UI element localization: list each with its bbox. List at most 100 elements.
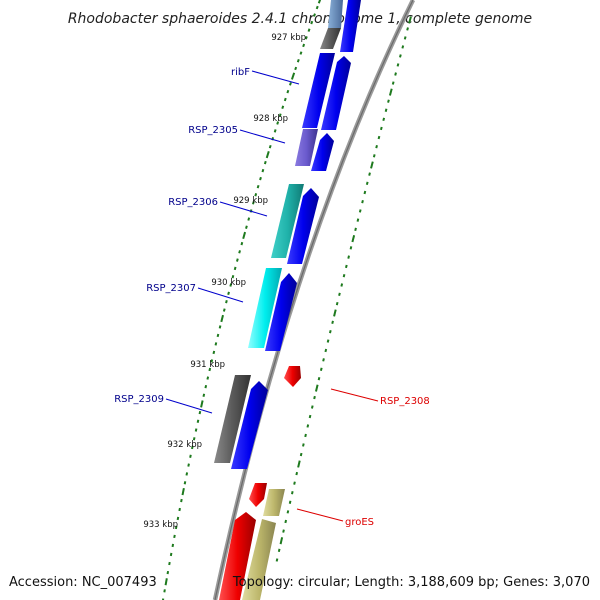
ruler-tick: [283, 97, 287, 102]
ruler-tick: [202, 393, 206, 397]
ruler-tick: [308, 414, 312, 419]
kbp-label-929: 929 kbp: [233, 196, 268, 206]
ruler-tick: [225, 300, 228, 304]
ruler-tick: [290, 72, 296, 80]
ruler-tick: [377, 135, 381, 140]
cds-arrow-RSP_2306: [287, 188, 319, 264]
callout-line-RSP_2308: [330, 388, 379, 402]
ruler-tick: [290, 491, 294, 495]
ruler-tick: [310, 405, 314, 409]
ruler-tick: [268, 144, 272, 149]
ruler-tick: [164, 578, 168, 586]
ruler-tick: [281, 105, 285, 110]
ruler-tick: [338, 292, 341, 297]
ruler-tick: [204, 384, 208, 389]
ruler-tick: [347, 255, 350, 259]
ruler-tick: [163, 589, 166, 593]
kbp-label-933: 933 kbp: [143, 520, 178, 530]
ruler-tick: [242, 231, 247, 240]
ruler-tick: [227, 291, 230, 296]
ruler-tick: [401, 45, 405, 49]
kbp-label-927: 927 kbp: [271, 33, 306, 43]
ruler-tick: [254, 193, 258, 197]
ruler-tick: [354, 227, 357, 232]
ruler-tick: [259, 176, 262, 181]
ruler-tick: [273, 129, 277, 133]
ruler-tick: [294, 66, 298, 71]
gene-box-top-gray: [320, 28, 341, 49]
ruler-tick: [169, 552, 173, 557]
ruler-tick: [265, 150, 270, 159]
ruler-tick: [322, 358, 325, 362]
ruler-tick: [178, 507, 181, 512]
ruler-tick: [191, 445, 194, 450]
ruler-tick: [361, 199, 364, 204]
ruler-tick: [231, 274, 235, 279]
ruler-tick: [216, 333, 220, 338]
kbp-label-931: 931 kbp: [190, 360, 225, 370]
kbp-label-932: 932 kbp: [167, 440, 202, 450]
ruler-tick: [289, 82, 292, 86]
ruler-tick: [218, 325, 222, 329]
ruler-tick: [314, 384, 319, 392]
ruler-tick: [282, 529, 285, 533]
ruler-tick: [319, 367, 323, 371]
ruler-tick: [229, 283, 233, 287]
ruler-tick: [296, 58, 300, 63]
ruler-tick: [304, 36, 308, 40]
ruler-tick: [233, 266, 237, 271]
ruler-tick: [236, 258, 239, 262]
ruler-tick: [210, 359, 214, 363]
ruler-tick: [206, 376, 210, 380]
ruler-tick: [252, 201, 255, 205]
ruler-tick: [212, 350, 216, 355]
gene-groES-red: [249, 483, 267, 507]
ruler-tick: [187, 463, 190, 467]
ruler-tick: [302, 43, 306, 48]
ruler-tick: [333, 309, 337, 317]
ruler-tick: [247, 217, 251, 221]
gene-label-RSP_2308: RSP_2308: [380, 396, 430, 407]
ruler-tick: [220, 314, 224, 323]
gene-label-ribF: ribF: [231, 67, 250, 78]
ruler-tick: [240, 241, 244, 246]
ruler-tick: [349, 246, 353, 250]
ruler-tick: [396, 63, 400, 67]
ruler-tick: [161, 598, 165, 600]
ruler-tick: [166, 570, 170, 575]
ruler-tick: [310, 20, 314, 25]
ruler-tick: [293, 481, 296, 485]
ruler-tick: [329, 330, 332, 334]
ruler-tick: [399, 54, 402, 58]
ruler-tick: [365, 181, 369, 186]
ruler-tick: [340, 283, 344, 287]
gene-box-top-steel: [328, 0, 343, 28]
ruler-tick: [214, 342, 218, 346]
ruler-tick: [276, 121, 280, 125]
ruler-tick: [324, 348, 328, 353]
ruler-tick: [256, 184, 260, 189]
ruler-tick: [222, 308, 226, 312]
ruler-tick: [286, 510, 290, 514]
ruler-tick: [356, 218, 360, 222]
ruler-tick: [278, 113, 282, 117]
ruler-tick: [297, 460, 301, 468]
ruler-tick: [286, 89, 290, 94]
ruler-tick: [168, 561, 171, 566]
ruler-tick: [192, 437, 196, 441]
callout-line-RSP_2309: [165, 398, 213, 414]
ruler-tick: [351, 234, 356, 243]
ruler-tick: [279, 537, 284, 545]
ruler-tick: [174, 525, 178, 530]
ruler-tick: [372, 154, 376, 158]
ruler-tick: [173, 534, 176, 539]
ruler-tick: [198, 410, 202, 415]
ruler-tick: [388, 88, 393, 96]
ruler-tick: [299, 51, 303, 55]
ruler-tick: [317, 377, 321, 381]
callout-line-RSP_2307: [197, 287, 244, 303]
cds-arrow-top: [340, 0, 361, 52]
kbp-label-930: 930 kbp: [211, 278, 246, 288]
gene-box-RSP_2305: [295, 129, 318, 166]
